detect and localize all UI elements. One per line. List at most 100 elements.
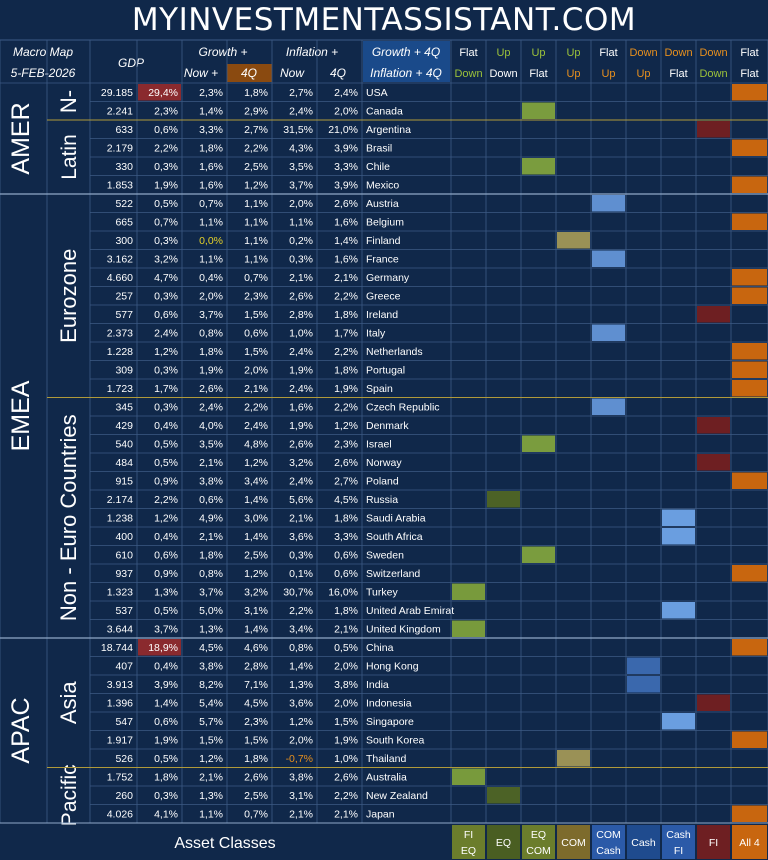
inflation-4q-value: 2,6% [334, 772, 358, 784]
growth-now-value: 1,9% [199, 365, 223, 377]
inflation-now-value: 0,8% [289, 642, 313, 654]
inflation-4q-value: 0,6% [334, 568, 358, 580]
country-name: Indonesia [366, 698, 412, 710]
inflation-now-value: 5,6% [289, 494, 313, 506]
gdp-share-value: 0,3% [154, 365, 178, 377]
subregion-label: Eurozone [56, 249, 81, 343]
growth-4q-value: 2,9% [244, 106, 268, 118]
gdp-share-value: 2,2% [154, 494, 178, 506]
quadrant-cell [732, 287, 767, 304]
growth-now-value: 1,6% [199, 180, 223, 192]
legend-swatch [522, 825, 555, 859]
growth-4q-value: 0,7% [244, 809, 268, 821]
gdp-share-value: 0,3% [154, 161, 178, 173]
quadrant-cell [732, 805, 767, 822]
gdp-share-value: 2,3% [154, 106, 178, 118]
growth-now-value: 2,1% [199, 531, 223, 543]
quadrant-header-inflation: Down [454, 68, 482, 80]
country-name: Poland [366, 476, 399, 488]
gdp-value: 547 [115, 716, 133, 728]
inflation-4q-value: 2,3% [334, 439, 358, 451]
gdp-share-value: 0,4% [154, 661, 178, 673]
quadrant-cell [522, 158, 555, 175]
growth-4q-value: 2,8% [244, 661, 268, 673]
growth-4q-value: 1,2% [244, 180, 268, 192]
country-name: Turkey [366, 587, 398, 599]
inflation-4q-header: 4Q [330, 66, 346, 80]
growth-now-value: 2,3% [199, 87, 223, 99]
subregion-label: Pacific [58, 764, 81, 826]
gdp-share-value: 0,3% [154, 291, 178, 303]
region-label: APAC [7, 697, 35, 763]
gdp-value: 300 [115, 235, 133, 247]
growth-now-value: 2,4% [199, 402, 223, 414]
growth-4q-value: 1,1% [244, 235, 268, 247]
country-name: New Zealand [366, 790, 428, 802]
country-name: Austria [366, 198, 399, 210]
gdp-share-value: 0,5% [154, 198, 178, 210]
inflation-now-value: 2,2% [289, 605, 313, 617]
quadrant-header-inflation: Down [489, 68, 517, 80]
quadrant-cell [592, 195, 625, 212]
legend-swatch [627, 825, 660, 859]
growth-now-value: 5,7% [199, 716, 223, 728]
four-q-highlight-box [227, 64, 272, 82]
inflation-now-value: 2,6% [289, 439, 313, 451]
country-name: Japan [366, 809, 395, 821]
gdp-share-value: 1,9% [154, 735, 178, 747]
inflation-now-value: 3,4% [289, 624, 313, 636]
gdp-share-value: 0,9% [154, 476, 178, 488]
gdp-share-value: 1,8% [154, 772, 178, 784]
growth-now-value: 1,8% [199, 550, 223, 562]
inflation-now-value: 0,2% [289, 235, 313, 247]
gdp-value: 18.744 [101, 642, 133, 654]
growth-now-value: 3,8% [199, 661, 223, 673]
inflation-4q-value: 1,6% [334, 254, 358, 266]
gdp-value: 330 [115, 161, 133, 173]
growth-4q-value: 0,6% [244, 328, 268, 340]
inflation-4q-value: 3,3% [334, 531, 358, 543]
country-name: Greece [366, 291, 401, 303]
inflation-now-value: 2,0% [289, 735, 313, 747]
quadrant-header-growth: Down [664, 47, 692, 59]
gdp-share-value: 1,4% [154, 698, 178, 710]
growth-now-value: 1,8% [199, 346, 223, 358]
quadrant-cell [452, 583, 485, 600]
quadrant-cell [732, 176, 767, 193]
growth-4q-value: 1,5% [244, 309, 268, 321]
inflation-4q-value: 3,8% [334, 679, 358, 691]
inflation-4q-value: 1,8% [334, 513, 358, 525]
growth-4q-value: 1,8% [244, 87, 268, 99]
growth-4q-value: 1,2% [244, 568, 268, 580]
growth-now-value: 1,6% [199, 161, 223, 173]
legend-swatch [662, 825, 695, 859]
inflation-now-value: 2,4% [289, 346, 313, 358]
gdp-value: 4.660 [107, 272, 133, 284]
quadrant-header-inflation: Up [601, 68, 615, 80]
quadrant-cell [732, 472, 767, 489]
gdp-value: 429 [115, 420, 133, 432]
gdp-value: 309 [115, 365, 133, 377]
gdp-share-value: 0,5% [154, 439, 178, 451]
growth-4q-value: 2,2% [244, 143, 268, 155]
legend-label: FI [709, 837, 718, 849]
gdp-header: GDP [118, 56, 144, 70]
growth-4q-value: 0,7% [244, 272, 268, 284]
gdp-share-value: 0,6% [154, 309, 178, 321]
growth-now-value: 1,1% [199, 254, 223, 266]
country-name: Italy [366, 328, 386, 340]
date-label: 5-FEB-2026 [11, 66, 76, 80]
growth-4q-value: 2,7% [244, 124, 268, 136]
gdp-share-value: 2,4% [154, 328, 178, 340]
growth-now-value: 2,1% [199, 772, 223, 784]
gdp-value: 407 [115, 661, 133, 673]
gdp-value: 526 [115, 753, 133, 765]
gdp-share-value: 3,2% [154, 254, 178, 266]
gdp-value: 1.323 [107, 587, 133, 599]
country-name: Czech Republic [366, 402, 440, 414]
region-label: AMER [7, 102, 35, 174]
inflation-4q-value: 2,2% [334, 291, 358, 303]
growth-4q-value: 2,5% [244, 161, 268, 173]
inflation-now-value: 2,1% [289, 513, 313, 525]
growth-now-value: 0,4% [199, 272, 223, 284]
